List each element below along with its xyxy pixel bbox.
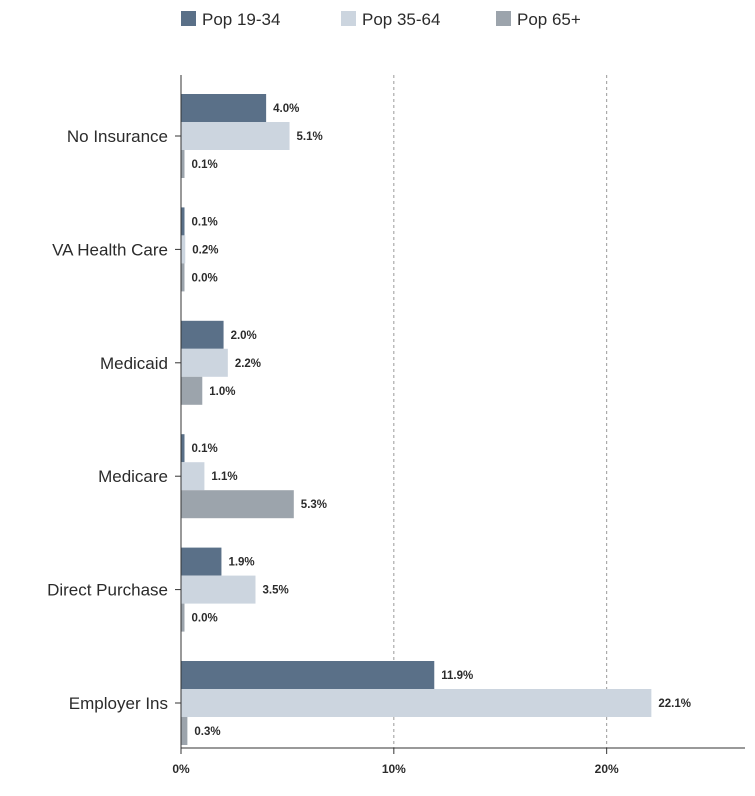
gridlines: [394, 75, 607, 748]
data-label-medicaid-pop-35-64: 2.2%: [235, 358, 261, 370]
data-label-medicare-pop-65: 5.3%: [301, 499, 327, 511]
bar-no-insurance-pop-19-34: [181, 94, 266, 122]
data-label-employer-ins-pop-65: 0.3%: [194, 726, 220, 738]
x-tick-label: 20%: [595, 762, 619, 776]
data-label-direct-purchase-pop-65: 0.0%: [192, 613, 218, 625]
category-label-direct-purchase: Direct Purchase: [47, 581, 168, 600]
legend-swatch: [496, 11, 511, 26]
data-label-no-insurance-pop-35-64: 5.1%: [297, 131, 323, 143]
bar-va-health-care-pop-65: [181, 263, 185, 291]
bars: [181, 94, 651, 745]
category-label-employer-ins: Employer Ins: [69, 694, 168, 713]
data-label-va-health-care-pop-19-34: 0.1%: [192, 216, 218, 228]
data-label-no-insurance-pop-19-34: 4.0%: [273, 103, 299, 115]
bar-va-health-care-pop-19-34: [181, 207, 185, 235]
bar-employer-ins-pop-35-64: [181, 689, 651, 717]
data-label-direct-purchase-pop-35-64: 3.5%: [262, 585, 288, 597]
data-label-employer-ins-pop-35-64: 22.1%: [658, 698, 691, 710]
data-label-medicaid-pop-65: 1.0%: [209, 386, 235, 398]
category-label-medicare: Medicare: [98, 467, 168, 486]
data-label-medicare-pop-35-64: 1.1%: [211, 471, 237, 483]
bar-medicare-pop-65: [181, 490, 294, 518]
bar-medicare-pop-19-34: [181, 434, 185, 462]
category-label-no-insurance: No Insurance: [67, 127, 168, 146]
legend-item-pop-19-34: Pop 19-34: [181, 10, 280, 29]
axes: [175, 75, 745, 754]
category-label-va-health-care: VA Health Care: [52, 240, 168, 259]
bar-va-health-care-pop-35-64: [181, 235, 185, 263]
legend-item-pop-35-64: Pop 35-64: [341, 10, 440, 29]
data-label-no-insurance-pop-65: 0.1%: [192, 159, 218, 171]
bar-employer-ins-pop-65: [181, 717, 187, 745]
bar-medicaid-pop-65: [181, 377, 202, 405]
data-label-direct-purchase-pop-19-34: 1.9%: [228, 557, 254, 569]
data-label-medicare-pop-19-34: 0.1%: [192, 443, 218, 455]
bar-no-insurance-pop-35-64: [181, 122, 290, 150]
bar-medicare-pop-35-64: [181, 462, 204, 490]
legend: Pop 19-34 Pop 35-64 Pop 65+: [181, 10, 581, 29]
bar-no-insurance-pop-65: [181, 150, 185, 178]
bar-employer-ins-pop-19-34: [181, 661, 434, 689]
x-tick-label: 10%: [382, 762, 406, 776]
x-tick-label: 0%: [172, 762, 190, 776]
category-label-medicaid: Medicaid: [100, 354, 168, 373]
data-label-va-health-care-pop-35-64: 0.2%: [192, 244, 218, 256]
legend-swatch: [181, 11, 196, 26]
legend-swatch: [341, 11, 356, 26]
legend-label: Pop 19-34: [202, 10, 280, 29]
bar-medicaid-pop-19-34: [181, 321, 224, 349]
data-label-employer-ins-pop-19-34: 11.9%: [441, 670, 473, 682]
bar-direct-purchase-pop-65: [181, 604, 185, 632]
legend-item-pop-65: Pop 65+: [496, 10, 581, 29]
data-label-va-health-care-pop-65: 0.0%: [192, 272, 218, 284]
legend-label: Pop 35-64: [362, 10, 440, 29]
bar-medicaid-pop-35-64: [181, 349, 228, 377]
bar-direct-purchase-pop-35-64: [181, 576, 255, 604]
bar-direct-purchase-pop-19-34: [181, 548, 221, 576]
legend-label: Pop 65+: [517, 10, 581, 29]
data-label-medicaid-pop-19-34: 2.0%: [231, 330, 257, 342]
